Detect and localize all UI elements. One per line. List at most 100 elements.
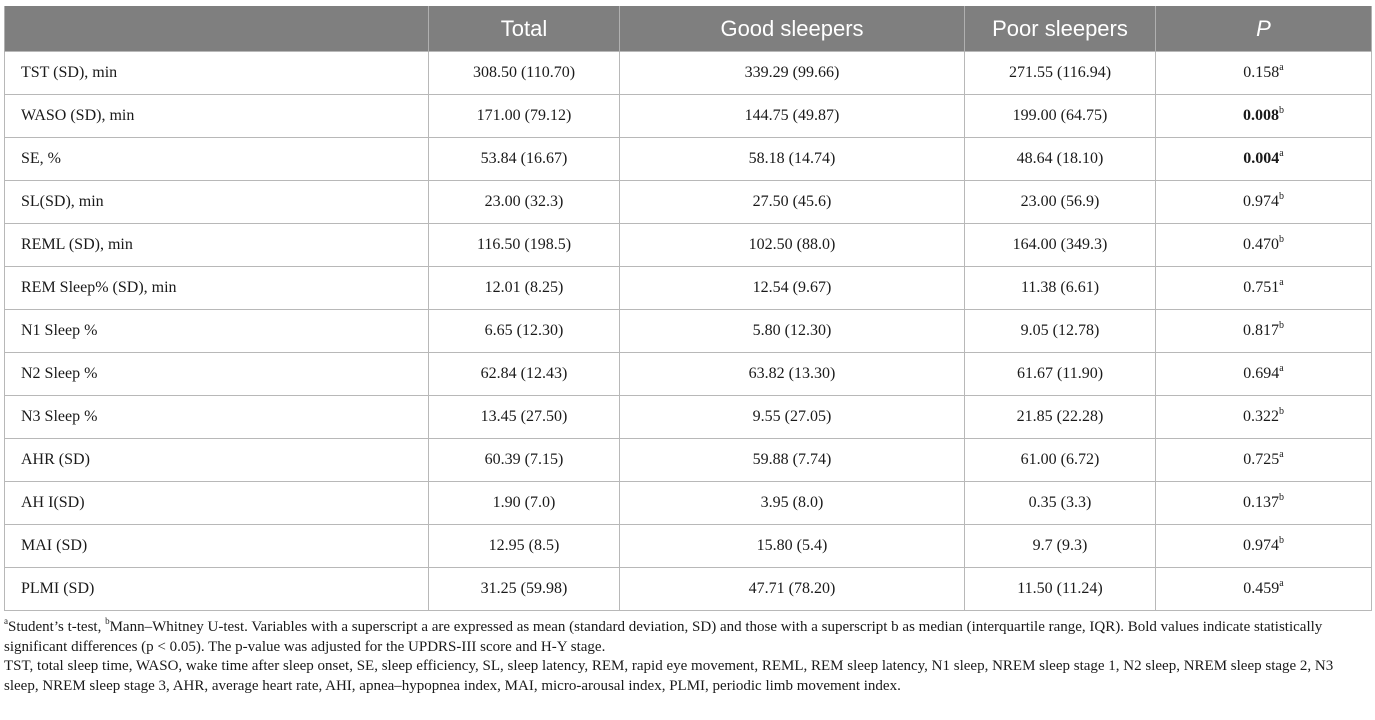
- table-row: MAI (SD) 12.95 (8.5) 15.80 (5.4) 9.7 (9.3) 0…: [4, 524, 1372, 568]
- p-value-superscript: b: [1279, 104, 1284, 116]
- table-row: REM Sleep% (SD), min 12.01 (8.25) 12.54 (9…: [4, 266, 1372, 310]
- p-value: 0.694: [1243, 365, 1280, 382]
- row-label: N3 Sleep %: [4, 395, 429, 439]
- p-value: 0.470: [1243, 236, 1279, 253]
- p-value: 0.725: [1243, 451, 1280, 468]
- p-value-superscript: b: [1279, 319, 1284, 331]
- table-row: AHR (SD) 60.39 (7.15) 59.88 (7.74) 61.00 (6…: [4, 438, 1372, 482]
- cell-poor-sleepers: 23.00 (56.9): [964, 180, 1156, 224]
- p-value-superscript: b: [1279, 233, 1284, 245]
- header-variable: [4, 6, 429, 52]
- row-label: REM Sleep% (SD), min: [4, 266, 429, 310]
- cell-poor-sleepers: 0.35 (3.3): [964, 481, 1156, 525]
- row-label: N1 Sleep %: [4, 309, 429, 353]
- footnote-tests: aStudent’s t-test, bMann–Whitney U-test.…: [4, 616, 1369, 657]
- p-value-superscript: a: [1279, 448, 1284, 460]
- cell-total: 62.84 (12.43): [428, 352, 620, 396]
- sleep-parameters-table-container: Total Good sleepers Poor sleepers P TST …: [4, 6, 1372, 611]
- sleep-parameters-table: Total Good sleepers Poor sleepers P TST …: [4, 6, 1372, 611]
- cell-p-value: 0.974b: [1155, 180, 1372, 224]
- cell-poor-sleepers: 164.00 (349.3): [964, 223, 1156, 267]
- table-footnotes: aStudent’s t-test, bMann–Whitney U-test.…: [4, 616, 1369, 696]
- p-value: 0.974: [1243, 193, 1279, 210]
- cell-p-value: 0.725a: [1155, 438, 1372, 482]
- table-row: AH I(SD) 1.90 (7.0) 3.95 (8.0) 0.35 (3.3) 0.…: [4, 481, 1372, 525]
- cell-p-value: 0.974b: [1155, 524, 1372, 568]
- p-value: 0.137: [1243, 494, 1279, 511]
- cell-poor-sleepers: 21.85 (22.28): [964, 395, 1156, 439]
- row-label: SL(SD), min: [4, 180, 429, 224]
- row-label: REML (SD), min: [4, 223, 429, 267]
- cell-good-sleepers: 59.88 (7.74): [619, 438, 965, 482]
- row-label: N2 Sleep %: [4, 352, 429, 396]
- p-value: 0.459: [1243, 580, 1280, 597]
- p-value-superscript: a: [1279, 61, 1284, 73]
- cell-poor-sleepers: 199.00 (64.75): [964, 94, 1156, 138]
- cell-p-value: 0.817b: [1155, 309, 1372, 353]
- cell-p-value: 0.470b: [1155, 223, 1372, 267]
- p-value-superscript: b: [1279, 534, 1284, 546]
- footnote-abbreviations: TST, total sleep time, WASO, wake time a…: [4, 658, 1334, 694]
- cell-total: 23.00 (32.3): [428, 180, 620, 224]
- cell-poor-sleepers: 61.67 (11.90): [964, 352, 1156, 396]
- cell-good-sleepers: 102.50 (88.0): [619, 223, 965, 267]
- cell-p-value: 0.158a: [1155, 51, 1372, 95]
- cell-good-sleepers: 144.75 (49.87): [619, 94, 965, 138]
- table-body: TST (SD), min 308.50 (110.70) 339.29 (99.6…: [4, 51, 1372, 611]
- cell-total: 53.84 (16.67): [428, 137, 620, 181]
- table-row: SL(SD), min 23.00 (32.3) 27.50 (45.6) 23.00…: [4, 180, 1372, 224]
- cell-good-sleepers: 339.29 (99.66): [619, 51, 965, 95]
- cell-poor-sleepers: 48.64 (18.10): [964, 137, 1156, 181]
- cell-p-value: 0.004a: [1155, 137, 1372, 181]
- cell-poor-sleepers: 271.55 (116.94): [964, 51, 1156, 95]
- table-row: N2 Sleep % 62.84 (12.43) 63.82 (13.30) 61.6…: [4, 352, 1372, 396]
- cell-good-sleepers: 5.80 (12.30): [619, 309, 965, 353]
- table-row: PLMI (SD) 31.25 (59.98) 47.71 (78.20) 11.50…: [4, 567, 1372, 611]
- p-value-superscript: a: [1279, 362, 1284, 374]
- row-label: TST (SD), min: [4, 51, 429, 95]
- footnote-description: Mann–Whitney U-test. Variables with a su…: [4, 619, 1323, 655]
- table-row: N1 Sleep % 6.65 (12.30) 5.80 (12.30) 9.05 (…: [4, 309, 1372, 353]
- header-total: Total: [428, 6, 620, 52]
- table-row: TST (SD), min 308.50 (110.70) 339.29 (99.6…: [4, 51, 1372, 95]
- row-label: SE, %: [4, 137, 429, 181]
- cell-total: 116.50 (198.5): [428, 223, 620, 267]
- table-row: REML (SD), min 116.50 (198.5) 102.50 (88.0…: [4, 223, 1372, 267]
- row-label: AH I(SD): [4, 481, 429, 525]
- header-p-value: P: [1155, 6, 1372, 52]
- table-row: SE, % 53.84 (16.67) 58.18 (14.74) 48.64 (18…: [4, 137, 1372, 181]
- cell-p-value: 0.137b: [1155, 481, 1372, 525]
- row-label: PLMI (SD): [4, 567, 429, 611]
- cell-total: 12.01 (8.25): [428, 266, 620, 310]
- p-value-superscript: a: [1279, 276, 1284, 288]
- table-row: WASO (SD), min 171.00 (79.12) 144.75 (49.8…: [4, 94, 1372, 138]
- p-value: 0.008: [1243, 107, 1279, 124]
- p-value: 0.322: [1243, 408, 1279, 425]
- cell-good-sleepers: 63.82 (13.30): [619, 352, 965, 396]
- p-value-superscript: b: [1279, 190, 1284, 202]
- p-value-superscript: b: [1279, 405, 1284, 417]
- row-label: MAI (SD): [4, 524, 429, 568]
- footnote-sup-a: a: [4, 616, 8, 626]
- cell-total: 60.39 (7.15): [428, 438, 620, 482]
- p-value: 0.004: [1243, 150, 1280, 167]
- cell-total: 6.65 (12.30): [428, 309, 620, 353]
- cell-poor-sleepers: 11.50 (11.24): [964, 567, 1156, 611]
- cell-total: 13.45 (27.50): [428, 395, 620, 439]
- cell-total: 1.90 (7.0): [428, 481, 620, 525]
- cell-poor-sleepers: 11.38 (6.61): [964, 266, 1156, 310]
- cell-total: 171.00 (79.12): [428, 94, 620, 138]
- cell-good-sleepers: 27.50 (45.6): [619, 180, 965, 224]
- cell-total: 308.50 (110.70): [428, 51, 620, 95]
- p-value: 0.751: [1243, 279, 1280, 296]
- p-value: 0.817: [1243, 322, 1279, 339]
- cell-good-sleepers: 9.55 (27.05): [619, 395, 965, 439]
- p-value-superscript: b: [1279, 491, 1284, 503]
- cell-good-sleepers: 15.80 (5.4): [619, 524, 965, 568]
- cell-poor-sleepers: 61.00 (6.72): [964, 438, 1156, 482]
- footnote-sup-b: b: [105, 616, 110, 626]
- cell-p-value: 0.694a: [1155, 352, 1372, 396]
- cell-p-value: 0.322b: [1155, 395, 1372, 439]
- table-header-row: Total Good sleepers Poor sleepers P: [4, 6, 1372, 52]
- header-good-sleepers: Good sleepers: [619, 6, 965, 52]
